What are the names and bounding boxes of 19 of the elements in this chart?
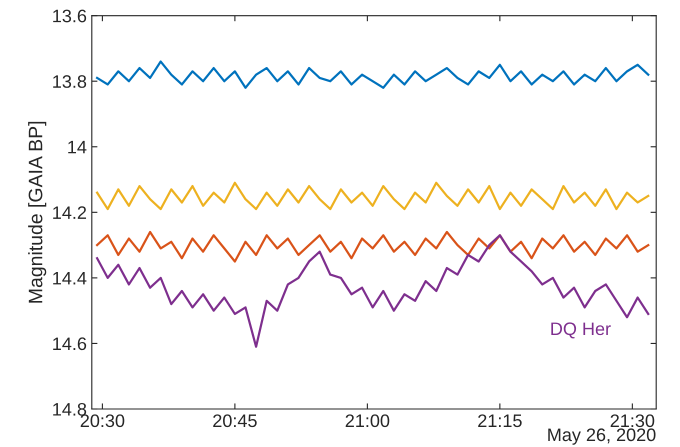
x-tick-label: 21:00: [346, 414, 390, 428]
series-label: DQ Her: [551, 322, 611, 338]
y-axis-title: Magnitude [GAIA BP]: [28, 122, 46, 303]
y-tick-label: 14.6: [53, 337, 86, 350]
y-tick-label: 13.6: [53, 10, 86, 22]
line-series: [96, 182, 650, 210]
x-tick-label: 21:30: [610, 414, 654, 428]
y-tick-label: 14.2: [53, 206, 86, 219]
y-tick-label: 14.4: [53, 272, 86, 284]
y-tick-label: 14: [68, 140, 86, 154]
y-tick-label: 14.8: [53, 402, 86, 416]
x-tick-label: 21:15: [478, 414, 522, 428]
line-series: [96, 230, 650, 263]
text: May 26, 2020: [548, 428, 656, 445]
x-tick-label: 20:30: [80, 414, 124, 428]
line-series: [96, 234, 650, 348]
y-tick-label: 13.8: [53, 75, 86, 88]
line-series: [96, 60, 650, 89]
x-tick-label: 20:45: [213, 414, 257, 428]
